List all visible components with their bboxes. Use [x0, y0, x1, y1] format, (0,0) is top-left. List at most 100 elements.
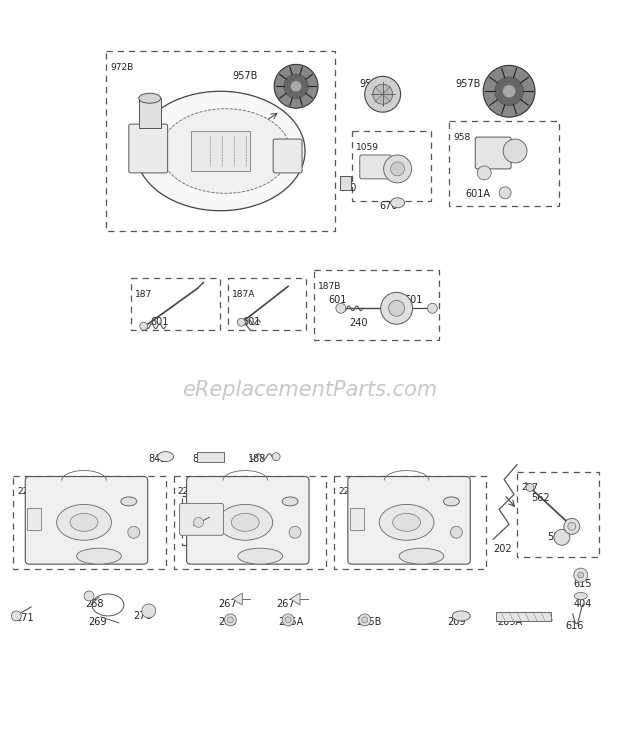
- Circle shape: [503, 139, 527, 163]
- Bar: [131, 278, 220, 330]
- Ellipse shape: [453, 611, 471, 621]
- Text: 616: 616: [566, 621, 584, 631]
- Circle shape: [336, 304, 346, 313]
- Text: 267: 267: [276, 599, 294, 609]
- Circle shape: [272, 452, 280, 461]
- Circle shape: [384, 155, 412, 183]
- Circle shape: [373, 84, 392, 104]
- Text: 957: 957: [360, 80, 378, 89]
- Text: 562: 562: [531, 493, 550, 504]
- Text: 271: 271: [16, 613, 34, 623]
- Text: 227: 227: [521, 484, 538, 493]
- FancyBboxPatch shape: [348, 476, 471, 564]
- Circle shape: [391, 162, 405, 176]
- Text: 972B: 972B: [110, 63, 133, 72]
- Bar: [340, 176, 351, 190]
- Text: 222: 222: [17, 487, 34, 496]
- Circle shape: [140, 322, 148, 330]
- FancyBboxPatch shape: [25, 476, 148, 564]
- Ellipse shape: [218, 504, 273, 540]
- Text: 268: 268: [85, 599, 104, 609]
- Bar: [174, 475, 326, 569]
- Text: 98A: 98A: [185, 504, 205, 514]
- Circle shape: [289, 526, 301, 538]
- Ellipse shape: [56, 504, 112, 540]
- Ellipse shape: [574, 592, 587, 600]
- Bar: [106, 51, 335, 231]
- Bar: [352, 131, 432, 201]
- Ellipse shape: [139, 93, 161, 103]
- Text: 188: 188: [248, 454, 267, 464]
- Text: 404: 404: [574, 599, 592, 609]
- Text: 265: 265: [218, 617, 237, 627]
- Ellipse shape: [70, 513, 98, 531]
- Text: 601: 601: [405, 295, 423, 305]
- Circle shape: [564, 519, 580, 534]
- Text: 222C: 222C: [338, 487, 361, 496]
- Circle shape: [554, 529, 570, 545]
- Circle shape: [427, 304, 438, 313]
- Circle shape: [477, 166, 491, 180]
- Ellipse shape: [391, 198, 405, 208]
- Ellipse shape: [238, 548, 283, 564]
- Circle shape: [193, 517, 203, 527]
- Text: 209A: 209A: [497, 617, 522, 627]
- Bar: [496, 612, 551, 621]
- Circle shape: [568, 522, 576, 530]
- Circle shape: [499, 187, 511, 199]
- Text: 843A: 843A: [193, 454, 218, 464]
- Circle shape: [237, 318, 246, 326]
- Circle shape: [483, 65, 535, 117]
- Circle shape: [285, 617, 291, 623]
- Ellipse shape: [282, 497, 298, 506]
- Circle shape: [361, 617, 368, 623]
- Circle shape: [365, 77, 401, 112]
- Ellipse shape: [157, 452, 174, 461]
- Text: 187: 187: [135, 290, 152, 299]
- Text: 668: 668: [410, 554, 428, 563]
- Text: 615: 615: [574, 579, 592, 589]
- Bar: [190, 131, 250, 171]
- Text: 958: 958: [453, 133, 471, 142]
- Circle shape: [11, 611, 21, 621]
- Text: 1059: 1059: [356, 143, 379, 152]
- Text: 267: 267: [218, 599, 237, 609]
- Text: 621: 621: [400, 496, 418, 507]
- Text: 187A: 187A: [232, 290, 255, 299]
- Circle shape: [84, 591, 94, 601]
- Circle shape: [578, 572, 584, 578]
- Text: 265A: 265A: [278, 617, 303, 627]
- Ellipse shape: [76, 548, 122, 564]
- FancyBboxPatch shape: [360, 155, 392, 179]
- FancyBboxPatch shape: [476, 137, 511, 169]
- FancyBboxPatch shape: [129, 124, 167, 173]
- Text: 601: 601: [242, 317, 260, 327]
- Text: 187B: 187B: [318, 283, 342, 292]
- Bar: [334, 475, 486, 569]
- Circle shape: [128, 526, 140, 538]
- Ellipse shape: [231, 513, 259, 531]
- Circle shape: [450, 526, 463, 538]
- Circle shape: [282, 614, 294, 626]
- Circle shape: [224, 614, 236, 626]
- FancyBboxPatch shape: [187, 476, 309, 564]
- Ellipse shape: [136, 92, 305, 211]
- Text: 190: 190: [339, 183, 357, 193]
- Bar: [350, 508, 364, 530]
- Text: 668: 668: [73, 554, 91, 563]
- Circle shape: [526, 484, 534, 492]
- FancyBboxPatch shape: [180, 504, 223, 535]
- Polygon shape: [290, 593, 300, 605]
- Ellipse shape: [392, 513, 420, 531]
- Circle shape: [228, 617, 233, 623]
- Ellipse shape: [399, 548, 444, 564]
- Circle shape: [291, 81, 301, 92]
- Bar: [450, 121, 559, 206]
- Text: eReplacementParts.com: eReplacementParts.com: [182, 380, 438, 400]
- Circle shape: [495, 77, 523, 106]
- Circle shape: [389, 301, 405, 316]
- Text: 270: 270: [133, 611, 151, 621]
- Text: 265B: 265B: [356, 617, 381, 627]
- Text: 957B: 957B: [232, 71, 258, 81]
- Ellipse shape: [121, 497, 137, 506]
